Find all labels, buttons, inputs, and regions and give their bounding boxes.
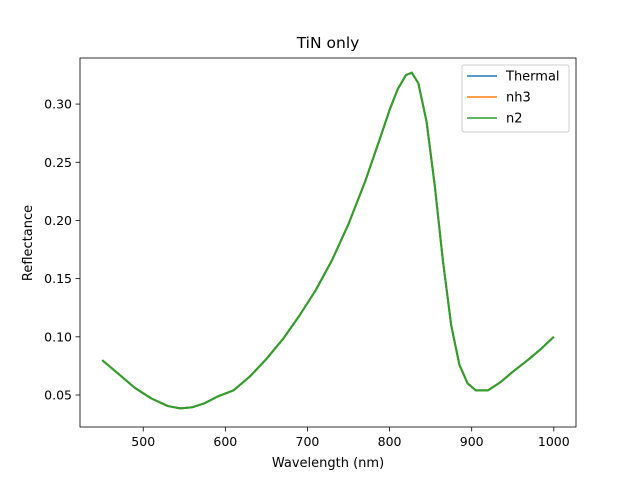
legend: Thermal nh3 n2 (461, 64, 570, 133)
y-tick-label: 0.10 (44, 329, 72, 344)
y-tick-label: 0.15 (44, 271, 72, 286)
y-axis-label: Reflectance (21, 205, 36, 281)
series-line-n2 (101, 71, 555, 410)
legend-box (461, 64, 570, 133)
x-tick-label: 800 (378, 434, 402, 449)
legend-label-thermal: Thermal (505, 70, 560, 85)
x-tick-label: 900 (460, 434, 484, 449)
axes-frame (79, 57, 577, 428)
y-tick-label: 0.20 (44, 213, 72, 228)
x-axis-ticks: 500 600 700 800 900 1000 (131, 427, 570, 449)
legend-label-n2: n2 (506, 112, 523, 127)
chart-title: TiN only (296, 34, 360, 52)
x-tick-label: 1000 (538, 434, 570, 449)
x-axis-label: Wavelength (nm) (272, 456, 384, 471)
x-tick-label: 500 (131, 434, 155, 449)
x-tick-label: 700 (296, 434, 320, 449)
x-tick-label: 600 (213, 434, 237, 449)
legend-label-nh3: nh3 (506, 91, 531, 106)
y-tick-label: 0.25 (44, 155, 72, 170)
y-tick-label: 0.05 (44, 387, 72, 402)
y-tick-label: 0.30 (44, 97, 72, 112)
plot-area (79, 57, 577, 428)
series-group (101, 71, 555, 410)
y-axis-ticks: 0.05 0.10 0.15 0.20 0.25 0.30 (44, 97, 80, 402)
